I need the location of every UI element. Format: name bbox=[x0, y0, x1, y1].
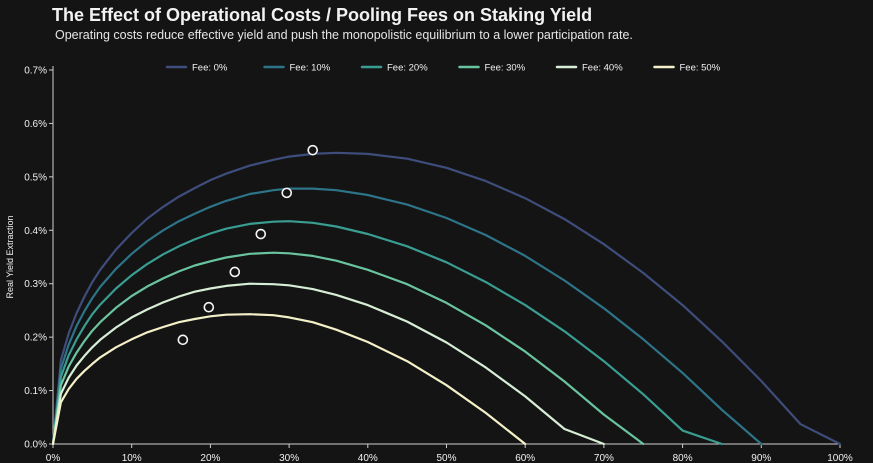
x-tick-label: 30% bbox=[279, 453, 299, 463]
y-tick-label: 0.2% bbox=[24, 333, 47, 344]
y-tick-label: 0.3% bbox=[24, 279, 47, 290]
x-tick-label: 60% bbox=[515, 453, 535, 463]
series-line bbox=[51, 151, 842, 446]
x-tick-label: 90% bbox=[751, 453, 771, 463]
x-tick-label: 0% bbox=[46, 453, 61, 463]
equilibrium-point bbox=[177, 334, 189, 346]
chart-subtitle: Operating costs reduce effective yield a… bbox=[55, 28, 633, 42]
series-line bbox=[51, 282, 605, 446]
equilibrium-point bbox=[307, 144, 319, 156]
y-tick-label: 0.1% bbox=[24, 386, 47, 397]
equilibrium-point bbox=[203, 301, 215, 313]
series-line bbox=[51, 251, 645, 446]
legend-label: Fee: 20% bbox=[387, 63, 428, 74]
legend-label: Fee: 0% bbox=[192, 63, 228, 74]
x-tick-label: 20% bbox=[200, 453, 220, 463]
chart-title: The Effect of Operational Costs / Poolin… bbox=[52, 5, 593, 25]
y-tick-label: 0.5% bbox=[24, 172, 47, 183]
equilibrium-point bbox=[255, 228, 267, 240]
y-axis-label: Real Yield Extraction bbox=[5, 215, 15, 298]
legend-label: Fee: 10% bbox=[290, 63, 331, 74]
equilibrium-point bbox=[281, 187, 293, 199]
x-tick-label: 100% bbox=[827, 453, 853, 463]
y-tick-label: 0.4% bbox=[24, 226, 47, 237]
series-line bbox=[51, 220, 723, 446]
y-tick-label: 0.0% bbox=[24, 440, 47, 451]
x-tick-label: 70% bbox=[594, 453, 614, 463]
series-line bbox=[51, 187, 763, 446]
x-tick-label: 40% bbox=[358, 453, 378, 463]
legend-label: Fee: 40% bbox=[582, 63, 623, 74]
y-tick-label: 0.6% bbox=[24, 119, 47, 130]
series-line bbox=[51, 313, 527, 446]
legend-label: Fee: 50% bbox=[680, 63, 721, 74]
equilibrium-point bbox=[229, 266, 241, 278]
x-tick-label: 10% bbox=[122, 453, 142, 463]
x-tick-label: 80% bbox=[673, 453, 693, 463]
legend-label: Fee: 30% bbox=[485, 63, 526, 74]
y-tick-label: 0.7% bbox=[24, 66, 47, 77]
x-tick-label: 50% bbox=[436, 453, 456, 463]
